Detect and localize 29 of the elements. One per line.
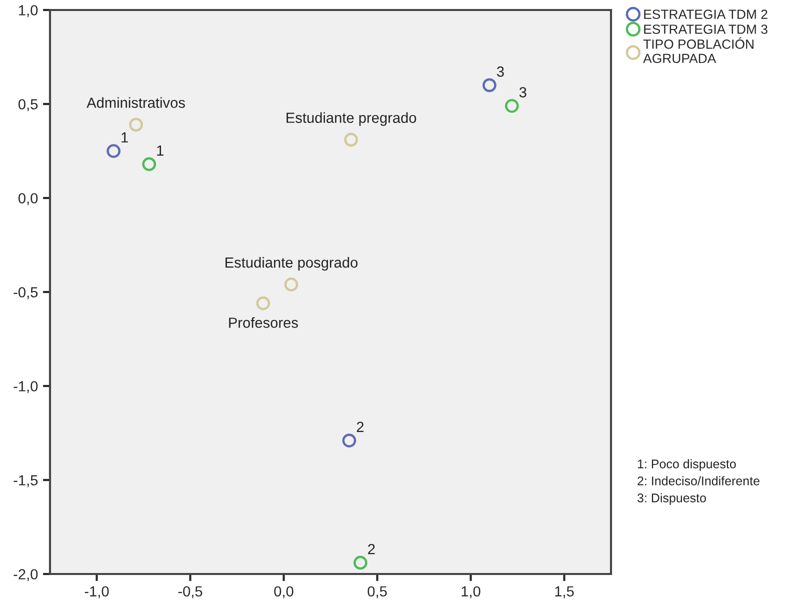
y-tick-label: 0,0 [18, 193, 38, 206]
y-tick-label: 1,0 [19, 5, 38, 18]
annotation: 3 [496, 66, 504, 77]
annotation: Estudiante posgrado [226, 256, 358, 271]
y-tick-label: -1,0 [14, 381, 38, 394]
annotation: 2 [368, 544, 375, 554]
text: 2: Indeciso/Indiferente [638, 476, 760, 486]
annotation: 2 [356, 422, 364, 432]
text: 1: Poco dispuesto [638, 459, 736, 471]
x-tick-label: 0,5 [368, 586, 387, 598]
x-tick-label: 0,0 [274, 586, 294, 598]
annotation: Profesores [229, 317, 298, 328]
x-tick-label: 1,5 [555, 586, 574, 598]
annotation: Administrativos [86, 97, 185, 108]
x-tick-label: 1,0 [462, 586, 480, 598]
annotation: 1 [122, 132, 128, 142]
annotation: 1 [157, 146, 164, 156]
y-tick-label: -0,5 [14, 287, 38, 300]
legend-label: ESTRATEGIA TDM 3 [644, 24, 768, 34]
annotation: Estudiante pregrado [286, 112, 416, 126]
text: 3: Dispuesto [637, 493, 706, 505]
legend-label: ESTRATEGIA TDM 2 [644, 10, 768, 19]
x-tick-label: -0,5 [178, 586, 202, 598]
y-tick-label: -1,5 [14, 475, 38, 488]
y-tick-label: 0,5 [18, 99, 38, 112]
y-tick-label: -2,0 [14, 569, 38, 582]
legend-label: TIPO POBLACIÓN AGRUPADA [643, 37, 754, 64]
annotation: 3 [519, 87, 526, 98]
x-tick-label: -1,0 [84, 586, 109, 598]
